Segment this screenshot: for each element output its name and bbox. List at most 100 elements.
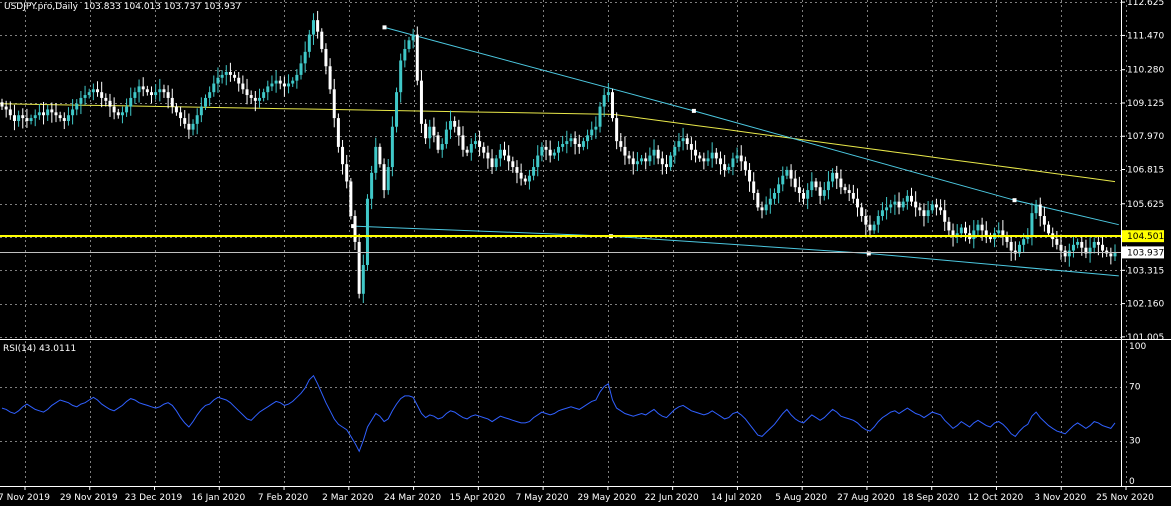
candle-body <box>806 190 810 199</box>
candle-body <box>602 95 606 107</box>
candle-body <box>299 63 303 75</box>
candle-body <box>557 146 560 153</box>
time-axis-label: 7 Nov 2019 <box>0 493 50 503</box>
candle-body <box>100 92 104 98</box>
candle-body <box>860 207 864 217</box>
time-axis-label: 16 Jan 2020 <box>191 493 245 503</box>
candle-body <box>552 152 556 156</box>
price-levels[interactable] <box>0 235 1121 253</box>
candle-body <box>677 141 681 147</box>
candle-body <box>934 204 938 208</box>
moving-average-path <box>0 103 1116 183</box>
trendline-upper[interactable] <box>384 26 1119 226</box>
candle-body <box>839 178 843 188</box>
candle-body <box>963 227 967 234</box>
candle-body <box>191 123 195 130</box>
candle-body <box>984 230 988 237</box>
candle-body <box>395 92 399 127</box>
candle-body <box>511 161 515 168</box>
candle-body <box>382 164 386 191</box>
candle-body <box>390 126 394 168</box>
price-axis[interactable]: 112.625 111.470 110.280 109.125 107.970 106.8… <box>1121 0 1164 343</box>
time-axis[interactable]: 7 Nov 2019 29 Nov 2019 23 Dec 2019 16 Jan 2… <box>0 486 1154 503</box>
candle-body <box>1088 247 1092 254</box>
candle-body <box>120 112 124 116</box>
candle-body <box>864 216 868 225</box>
candle-body <box>179 112 183 119</box>
candle-body <box>245 89 249 96</box>
candle-body <box>1001 230 1005 237</box>
candle-body <box>735 155 739 159</box>
candle-body <box>419 80 423 124</box>
rsi-axis-label: 70 <box>1129 383 1141 393</box>
candle-body <box>0 102 4 107</box>
candle-body <box>332 89 336 119</box>
candle-body <box>544 146 548 150</box>
candle-body <box>835 172 839 179</box>
candle-body <box>519 172 523 179</box>
candle-body <box>976 224 980 231</box>
candle-body <box>174 106 178 113</box>
trendline-anchor-handle[interactable] <box>382 25 387 30</box>
candle-body <box>635 161 639 165</box>
candle-body <box>145 89 149 93</box>
candle-body <box>752 181 756 193</box>
candle-body <box>287 83 291 87</box>
candle-body <box>743 161 747 170</box>
candle-body <box>889 204 893 208</box>
candle-body <box>1009 241 1013 251</box>
candle-body <box>669 155 673 168</box>
candle-body <box>33 115 37 119</box>
candle-body <box>183 118 187 124</box>
candle-body <box>407 40 411 49</box>
candle-body <box>1030 213 1034 237</box>
trendline-anchor-handle[interactable] <box>351 224 356 229</box>
candle-body <box>21 115 25 119</box>
candle-body <box>253 97 257 101</box>
candle-body <box>486 152 490 159</box>
candle-body <box>104 97 108 101</box>
candle-body <box>615 118 619 142</box>
candle-body <box>527 175 531 182</box>
candle-body <box>79 97 83 104</box>
trendline-lower[interactable] <box>353 225 1119 277</box>
candle-body <box>158 89 162 93</box>
candle-body <box>212 83 216 93</box>
candle-body <box>623 146 627 156</box>
rsi-axis-label: 30 <box>1129 437 1141 447</box>
candle-body <box>660 158 664 165</box>
candle-body <box>270 83 274 87</box>
candle-body <box>1022 239 1026 245</box>
candle-body <box>220 74 224 78</box>
candle-body <box>449 120 453 130</box>
candle-body <box>918 207 922 211</box>
candle-body <box>532 167 536 176</box>
candle-body <box>594 126 598 130</box>
candle-body <box>793 178 797 188</box>
candle-body <box>432 126 436 136</box>
candle-body <box>893 201 897 205</box>
candle-body <box>87 92 91 96</box>
candle-body <box>25 118 29 121</box>
trendline-anchor-handle[interactable] <box>1012 198 1017 203</box>
candle-body <box>922 210 926 217</box>
candle-body <box>822 190 826 196</box>
horizontal-level-tag: 104.501 <box>1127 232 1164 242</box>
time-axis-label: 14 Jul 2020 <box>711 493 762 503</box>
candle-body <box>311 20 315 35</box>
candle-body <box>586 135 590 142</box>
candle-body <box>62 118 66 121</box>
trendline-anchor-handle[interactable] <box>691 108 696 113</box>
candle-body <box>154 92 158 96</box>
candle-body <box>357 241 361 294</box>
candle-body <box>1063 250 1067 257</box>
candle-body <box>718 158 722 165</box>
candle-body <box>1071 244 1075 251</box>
candle-body <box>1017 244 1021 254</box>
candle-body <box>573 138 577 145</box>
candle-body <box>75 103 79 110</box>
candle-body <box>266 86 270 93</box>
trendline-anchor-handle[interactable] <box>866 251 871 256</box>
current-price-tag: 103.937 <box>1127 248 1164 258</box>
